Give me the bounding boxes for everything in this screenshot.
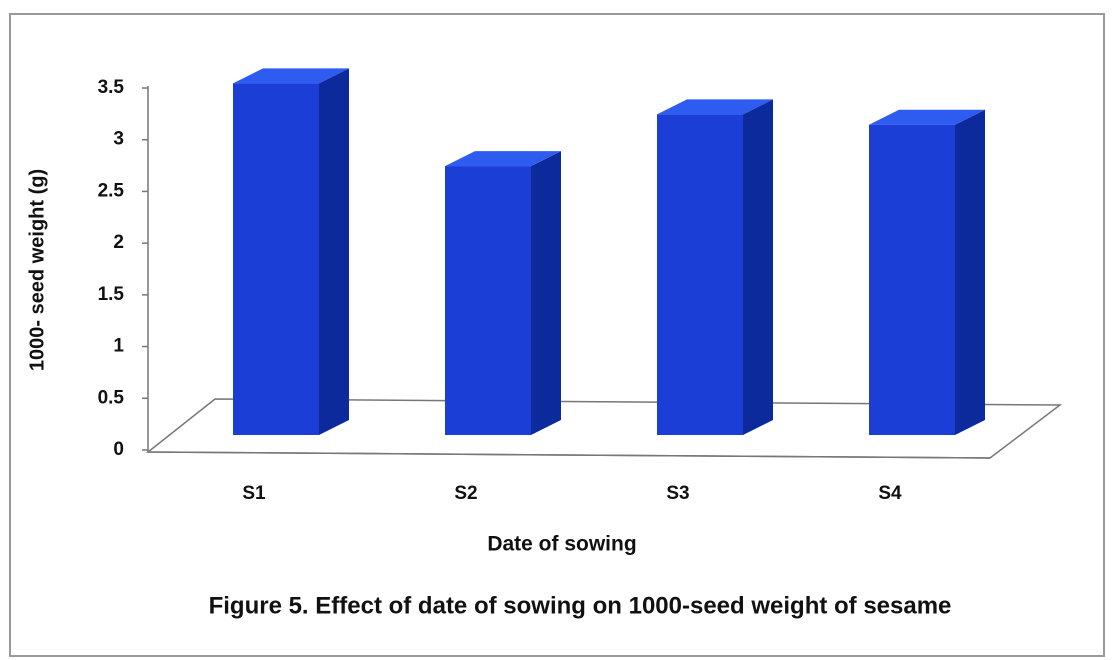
x-axis [147, 451, 991, 459]
y-tick-label: 0 [113, 439, 124, 460]
y-tick-label: 1 [113, 336, 124, 357]
y-tick-label: 3.5 [98, 77, 125, 98]
bar-top [445, 151, 561, 167]
x-tick-label: S4 [878, 483, 902, 504]
y-tick-label: 2.5 [98, 180, 125, 201]
x-tick-label: S2 [454, 483, 477, 504]
bar [657, 114, 743, 435]
bar-top [869, 109, 985, 125]
y-tick-label: 1.5 [98, 284, 125, 305]
caption: Figure 5. Effect of date of sowing on 10… [209, 592, 952, 619]
x-axis-title: Date of sowing [487, 533, 636, 556]
bar-side [955, 109, 985, 435]
y-tick-label: 3 [113, 129, 124, 150]
bar-side [743, 99, 773, 435]
bar-side [531, 151, 561, 436]
bar-side [319, 68, 349, 435]
x-tick-label: S1 [242, 483, 266, 504]
y-tick-label: 0.5 [98, 387, 125, 408]
bar [869, 124, 955, 435]
bar-top [233, 68, 349, 84]
bar [233, 83, 319, 435]
y-tick-label: 2 [113, 232, 124, 253]
bar [445, 166, 531, 436]
y-axis-title: 1000- seed weight (g) [26, 169, 48, 371]
x-tick-label: S3 [666, 483, 689, 504]
bar-top [657, 99, 773, 115]
